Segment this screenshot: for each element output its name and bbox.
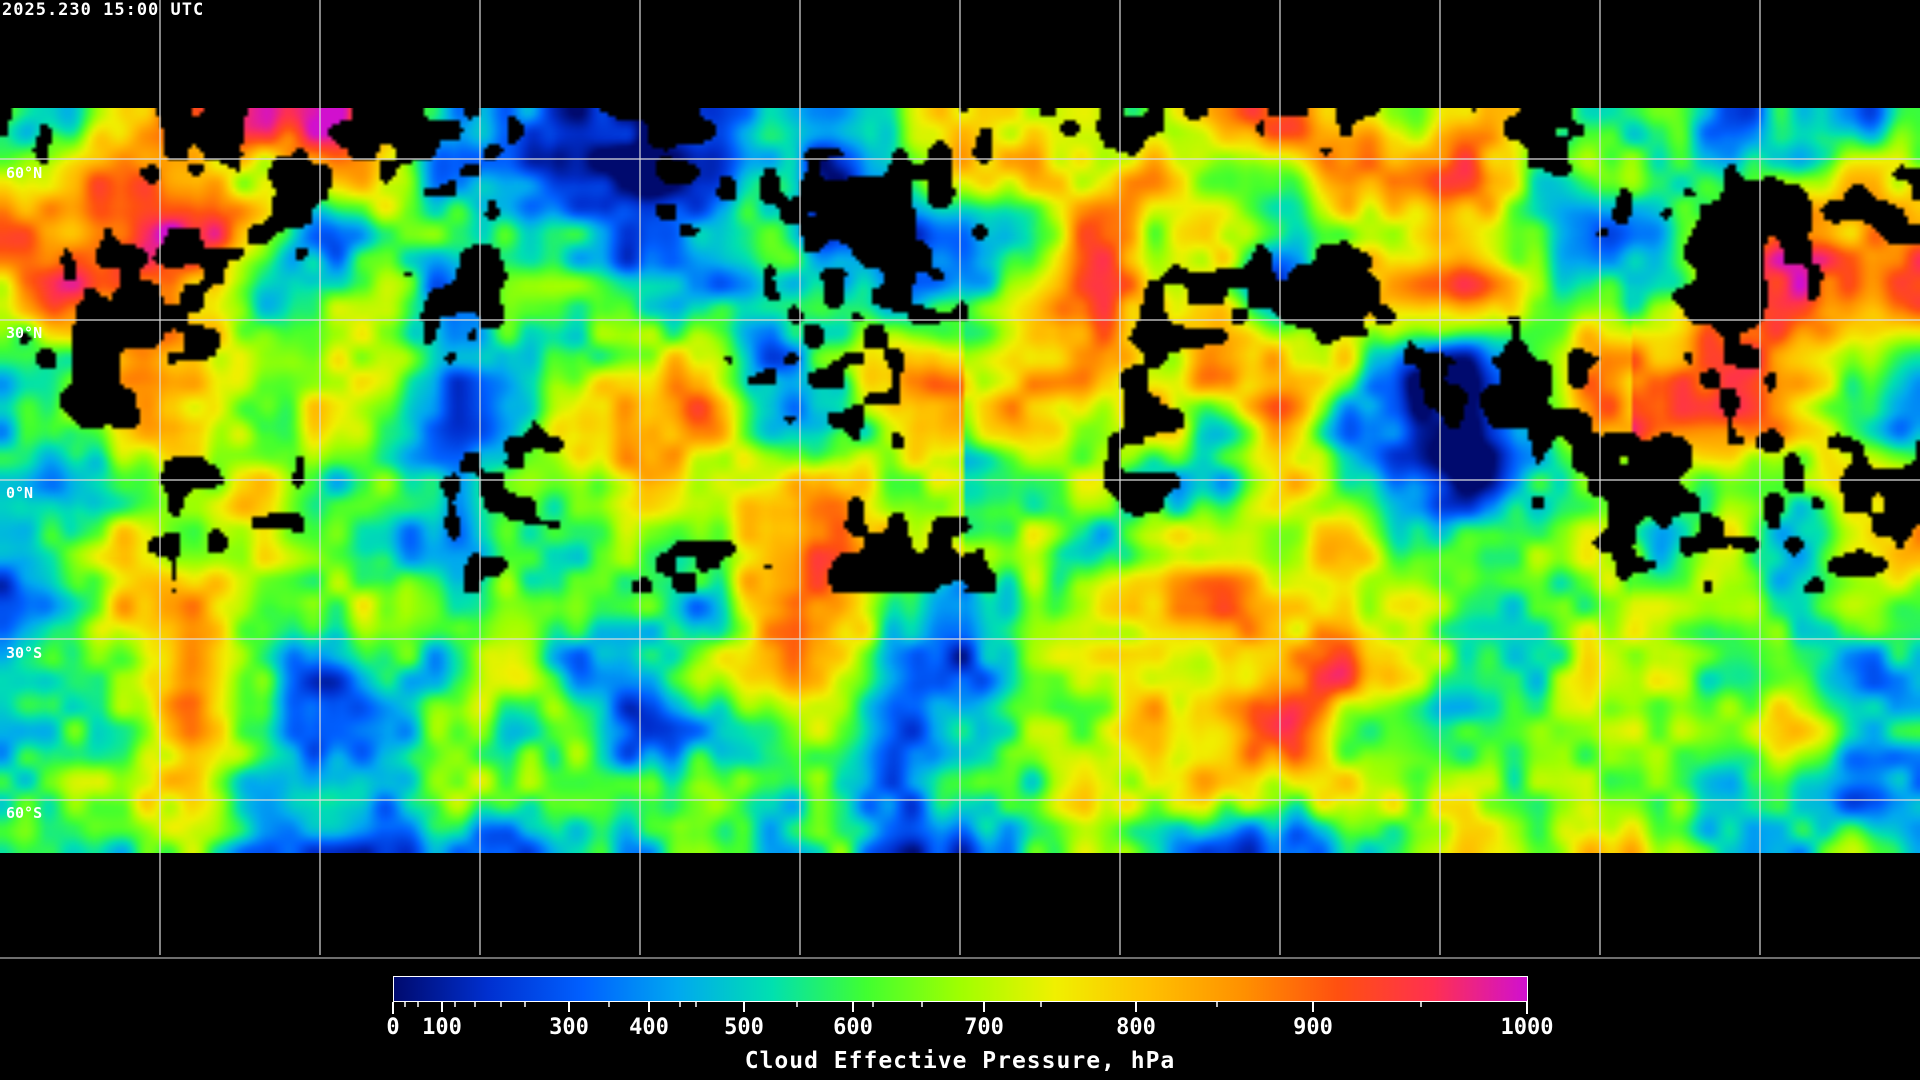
tick-label: 900 — [1293, 1015, 1333, 1040]
tick-label: 400 — [629, 1015, 669, 1040]
lat-lon-grid — [0, 0, 1920, 959]
lat-label-30n: 30°N — [6, 324, 43, 342]
lat-label-0: 0°N — [6, 484, 34, 502]
tick-label: 300 — [549, 1015, 589, 1040]
lat-label-60n: 60°N — [6, 164, 43, 182]
tick-label: 600 — [833, 1015, 873, 1040]
tick-label: 100 — [422, 1015, 462, 1040]
colorbar-title: Cloud Effective Pressure, hPa — [744, 1048, 1176, 1074]
cloud-pressure-map: 2025.230 15:00 UTC 60°N 30°N 0°N 30°S 60… — [0, 0, 1920, 960]
tick-label: 1000 — [1500, 1015, 1554, 1040]
colorbar-ticks — [392, 1002, 1528, 1014]
timestamp: 2025.230 15:00 UTC — [2, 0, 205, 20]
tick-label: 700 — [964, 1015, 1004, 1040]
colorbar — [393, 976, 1528, 1002]
lat-label-60s: 60°S — [6, 804, 43, 822]
tick-label: 800 — [1116, 1015, 1156, 1040]
tick-label: 0 — [386, 1015, 400, 1040]
tick-label: 500 — [724, 1015, 764, 1040]
lat-label-30s: 30°S — [6, 644, 43, 662]
